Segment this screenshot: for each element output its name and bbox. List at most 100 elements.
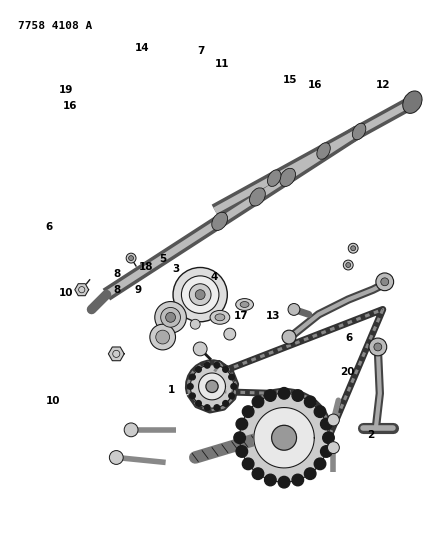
Circle shape <box>292 474 303 486</box>
Ellipse shape <box>280 168 295 187</box>
Text: 10: 10 <box>46 395 61 406</box>
Ellipse shape <box>250 188 265 206</box>
Circle shape <box>190 374 195 380</box>
Circle shape <box>242 458 254 470</box>
Ellipse shape <box>268 170 281 187</box>
Circle shape <box>196 401 201 406</box>
Text: 3: 3 <box>172 264 180 274</box>
Circle shape <box>150 324 175 350</box>
Circle shape <box>242 406 254 417</box>
Circle shape <box>374 343 382 351</box>
Ellipse shape <box>215 314 225 321</box>
Circle shape <box>236 446 248 457</box>
Circle shape <box>292 390 303 401</box>
Ellipse shape <box>352 123 366 140</box>
Polygon shape <box>75 284 89 296</box>
Circle shape <box>272 425 297 450</box>
Circle shape <box>129 256 134 261</box>
Circle shape <box>252 396 264 408</box>
Polygon shape <box>254 408 314 468</box>
Text: 17: 17 <box>234 311 249 321</box>
Circle shape <box>321 446 332 457</box>
Text: 16: 16 <box>63 101 77 111</box>
Circle shape <box>190 393 195 399</box>
Text: 5: 5 <box>160 254 167 264</box>
Circle shape <box>224 328 236 340</box>
Circle shape <box>327 414 339 426</box>
Circle shape <box>265 474 276 486</box>
Text: 8: 8 <box>113 269 120 279</box>
Circle shape <box>278 387 290 399</box>
Circle shape <box>278 477 290 488</box>
Circle shape <box>155 302 186 333</box>
Circle shape <box>343 260 353 270</box>
Circle shape <box>223 401 229 406</box>
Circle shape <box>252 468 264 480</box>
Text: 14: 14 <box>135 43 149 53</box>
Text: 13: 13 <box>266 311 280 321</box>
Text: 19: 19 <box>59 85 73 95</box>
Text: 2: 2 <box>367 430 374 440</box>
Circle shape <box>351 246 356 251</box>
Circle shape <box>234 432 245 443</box>
Circle shape <box>282 330 296 344</box>
Text: 20: 20 <box>340 367 354 377</box>
Text: 4: 4 <box>210 272 218 282</box>
Circle shape <box>376 273 394 290</box>
Ellipse shape <box>210 310 230 324</box>
Circle shape <box>223 367 229 372</box>
Circle shape <box>314 406 326 417</box>
Ellipse shape <box>195 290 205 300</box>
Ellipse shape <box>173 268 227 322</box>
Circle shape <box>205 362 210 368</box>
Circle shape <box>265 390 276 401</box>
Ellipse shape <box>236 298 253 310</box>
Circle shape <box>229 374 235 380</box>
Text: 15: 15 <box>283 75 297 85</box>
Circle shape <box>229 393 235 399</box>
Circle shape <box>196 367 201 372</box>
Circle shape <box>205 405 210 410</box>
Circle shape <box>156 330 169 344</box>
Circle shape <box>126 253 136 263</box>
Ellipse shape <box>240 302 249 308</box>
Circle shape <box>304 468 316 480</box>
Circle shape <box>110 450 123 464</box>
Circle shape <box>187 384 193 389</box>
Ellipse shape <box>403 91 422 114</box>
Text: 7758 4108 A: 7758 4108 A <box>18 21 92 31</box>
Circle shape <box>160 308 181 327</box>
Circle shape <box>323 432 334 443</box>
Ellipse shape <box>212 212 228 230</box>
Circle shape <box>348 243 358 253</box>
Polygon shape <box>190 365 234 408</box>
Text: 18: 18 <box>139 262 154 271</box>
Text: 1: 1 <box>168 385 175 395</box>
Circle shape <box>381 278 389 286</box>
Circle shape <box>304 396 316 408</box>
Circle shape <box>166 312 175 322</box>
Circle shape <box>214 405 220 410</box>
Ellipse shape <box>181 276 219 313</box>
Circle shape <box>214 362 220 368</box>
Text: 10: 10 <box>59 288 73 298</box>
Circle shape <box>124 423 138 437</box>
Ellipse shape <box>189 284 211 305</box>
Circle shape <box>327 442 339 454</box>
Polygon shape <box>199 373 226 400</box>
Polygon shape <box>240 393 329 482</box>
Circle shape <box>369 338 387 356</box>
Text: 12: 12 <box>376 80 390 90</box>
Circle shape <box>321 418 332 430</box>
Circle shape <box>190 319 200 329</box>
Circle shape <box>288 303 300 316</box>
Circle shape <box>236 418 248 430</box>
Text: 9: 9 <box>134 285 142 295</box>
Circle shape <box>231 384 237 389</box>
Circle shape <box>206 381 218 392</box>
Ellipse shape <box>317 143 330 159</box>
Text: 16: 16 <box>308 80 323 90</box>
Text: 6: 6 <box>345 333 353 343</box>
Text: 7: 7 <box>198 46 205 56</box>
Circle shape <box>346 263 351 268</box>
